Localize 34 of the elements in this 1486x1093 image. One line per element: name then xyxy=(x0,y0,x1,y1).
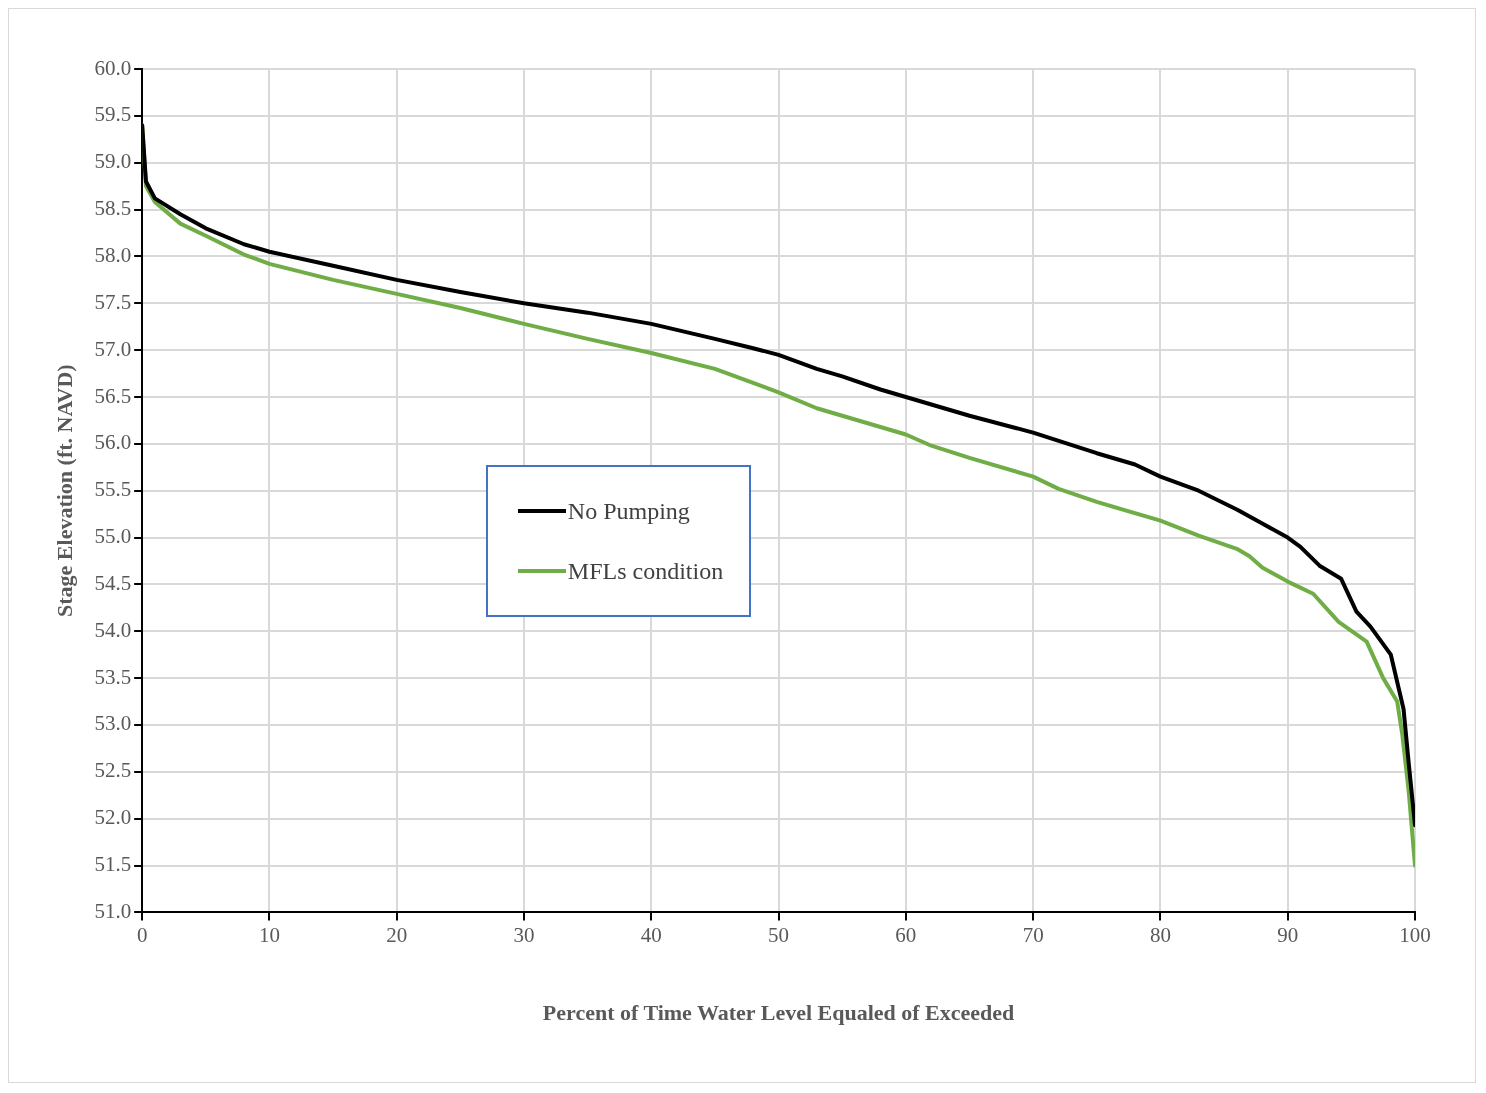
x-tick-label: 100 xyxy=(1399,922,1431,947)
y-tick-label: 52.0 xyxy=(94,805,132,830)
x-tick-label: 0 xyxy=(136,922,148,947)
x-tick-label: 30 xyxy=(513,922,535,947)
y-tick-label: 59.0 xyxy=(94,149,132,174)
y-tick-label: 51.0 xyxy=(94,898,132,923)
x-tick-label: 90 xyxy=(1277,922,1299,947)
y-tick-label: 59.5 xyxy=(94,102,132,127)
y-tick-label: 58.5 xyxy=(94,196,132,221)
y-tick-label: 54.0 xyxy=(94,617,132,642)
y-tick-label: 60.0 xyxy=(94,55,132,80)
y-tick-label: 53.0 xyxy=(94,711,132,736)
x-axis-title: Percent of Time Water Level Equaled of Exceeded xyxy=(542,1000,1015,1026)
x-tick-label: 80 xyxy=(1149,922,1171,947)
x-tick-label: 40 xyxy=(640,922,662,947)
x-tick-label: 50 xyxy=(768,922,790,947)
y-tick-label: 55.5 xyxy=(94,477,132,502)
x-tick-label: 60 xyxy=(895,922,917,947)
y-tick-label: 56.5 xyxy=(94,383,132,408)
y-axis-title: Stage Elevation (ft. NAVD) xyxy=(51,364,77,617)
x-tick-label: 20 xyxy=(386,922,408,947)
x-tick-label: 10 xyxy=(258,922,280,947)
y-tick-label: 56.0 xyxy=(94,430,132,455)
legend-label: MFLs condition xyxy=(567,557,724,585)
x-tick-label: 70 xyxy=(1022,922,1044,947)
y-tick-label: 54.5 xyxy=(94,570,132,595)
y-tick-label: 51.5 xyxy=(94,852,132,877)
y-tick-label: 52.5 xyxy=(94,758,132,783)
y-tick-label: 57.0 xyxy=(94,336,132,361)
legend-label: No Pumping xyxy=(567,497,690,525)
y-tick-label: 58.0 xyxy=(94,242,132,267)
y-tick-label: 55.0 xyxy=(94,524,132,549)
y-tick-label: 57.5 xyxy=(94,289,132,314)
y-tick-label: 53.5 xyxy=(94,664,132,689)
